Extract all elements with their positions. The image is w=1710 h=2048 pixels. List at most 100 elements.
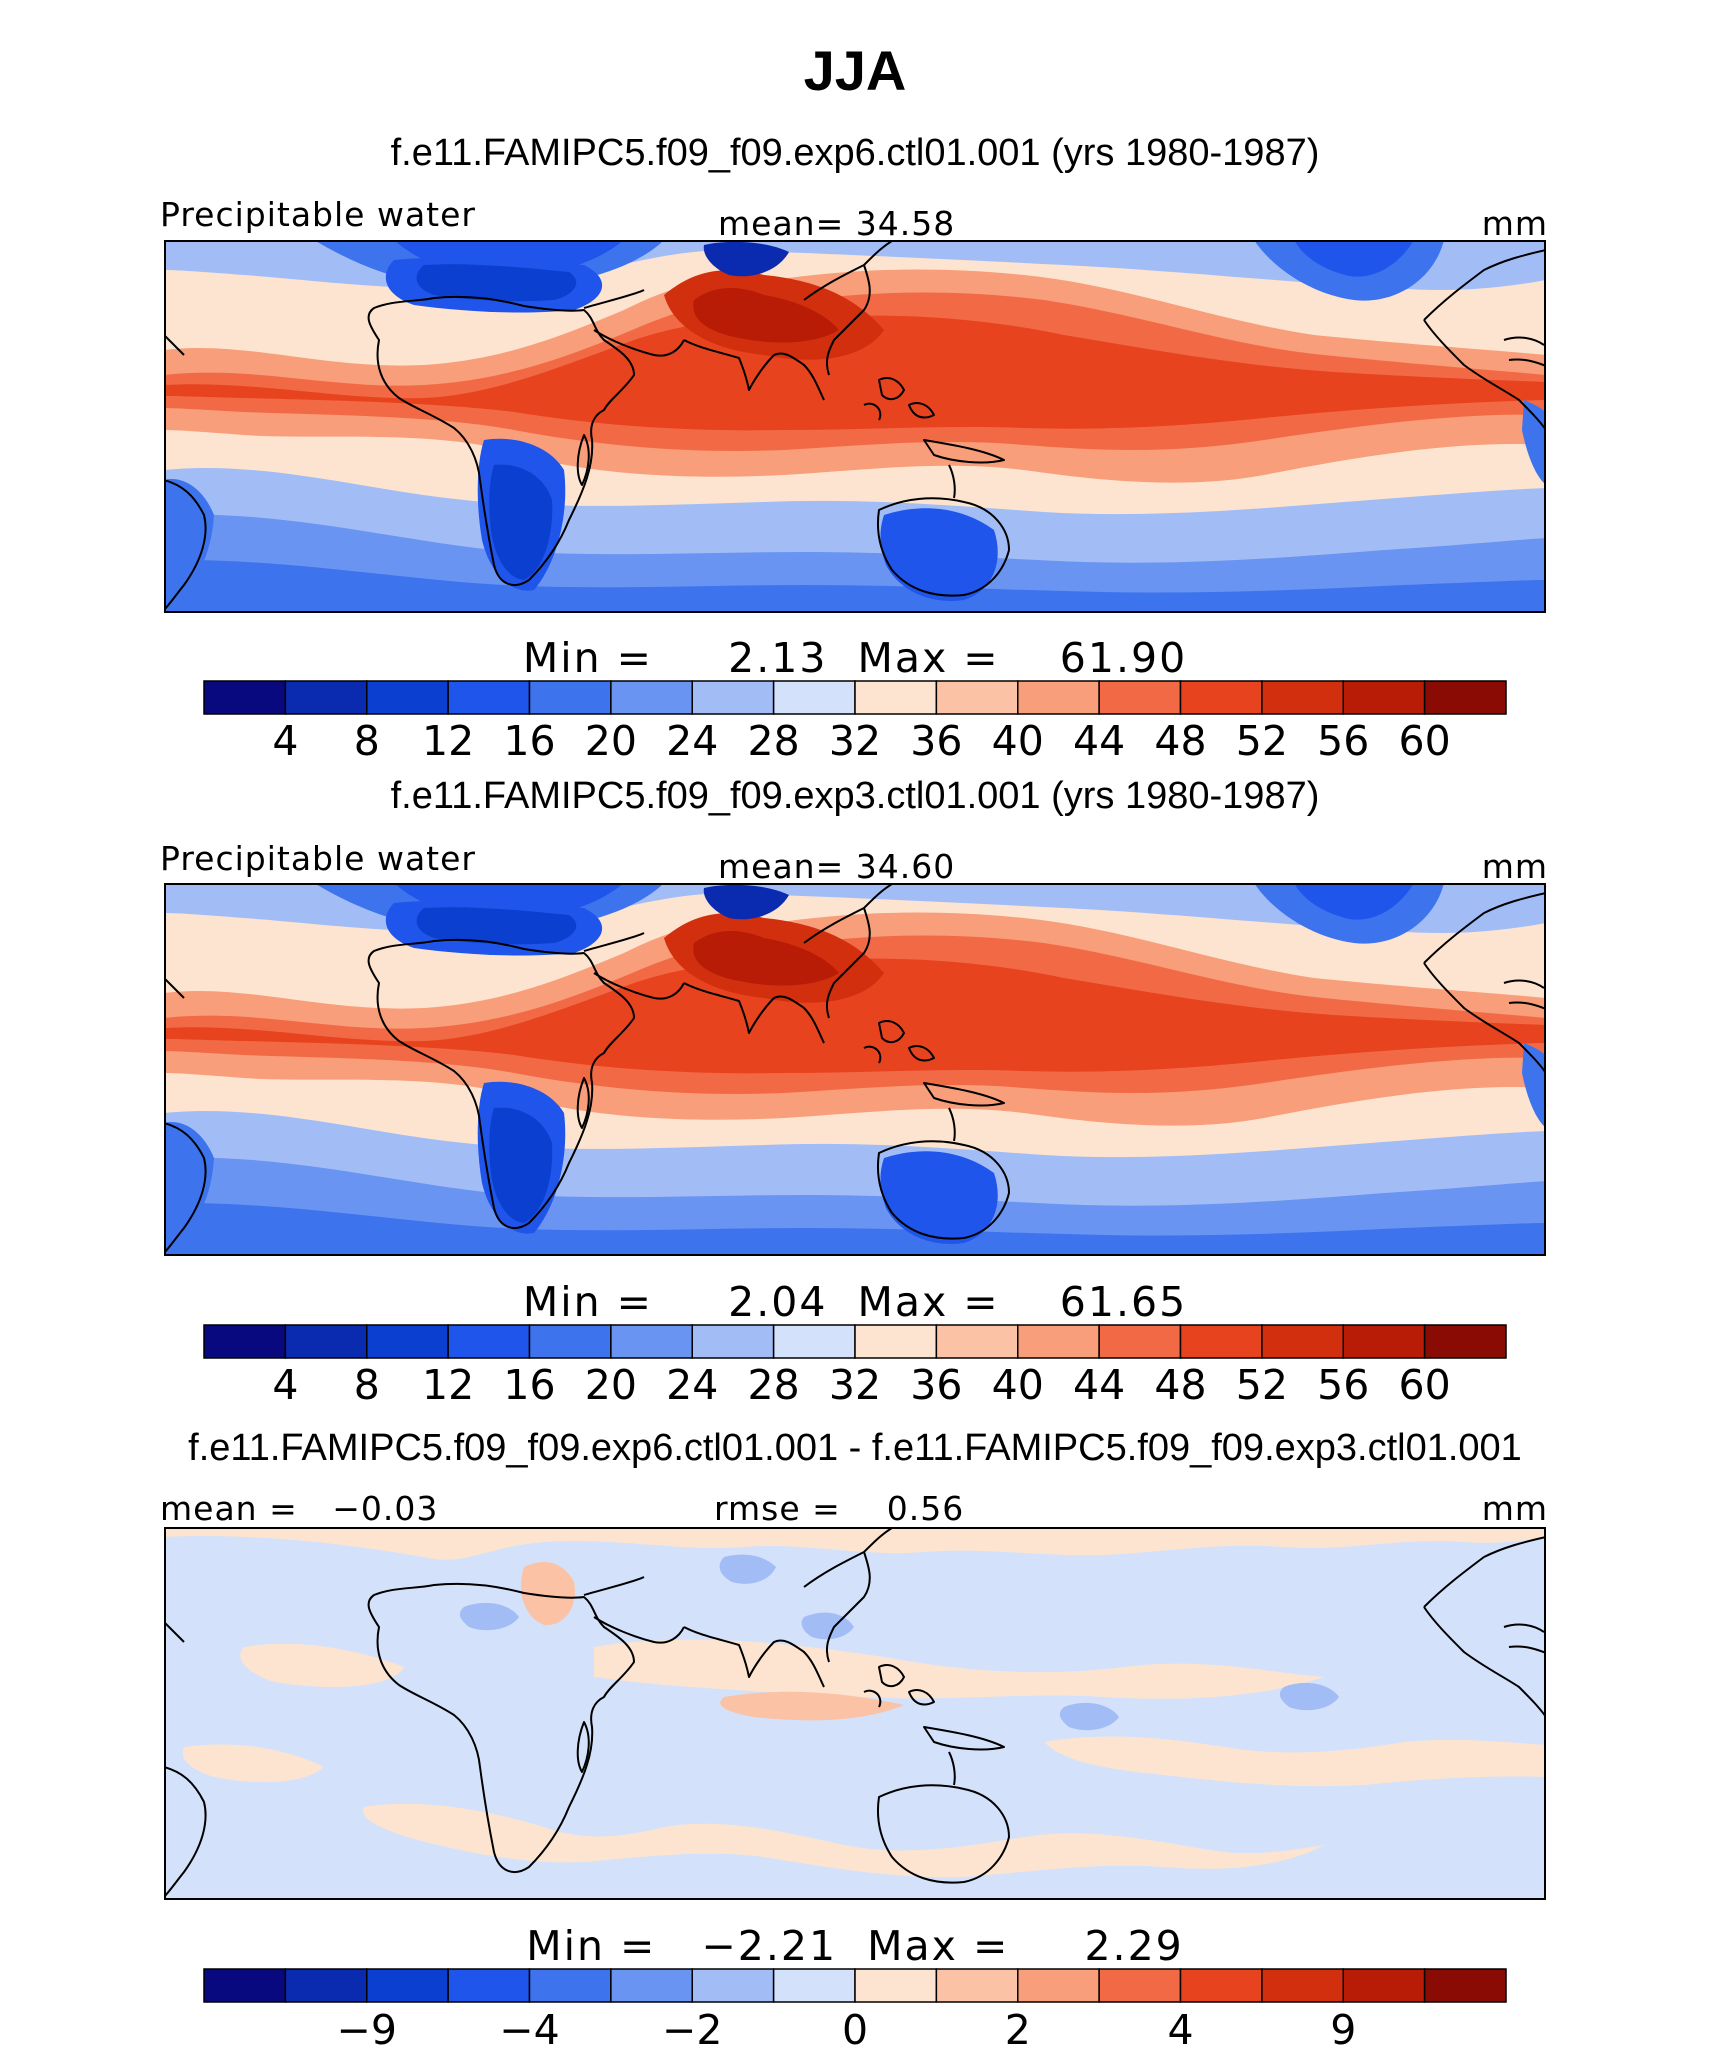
panel-exp3: f.e11.FAMIPC5.f09_f09.exp3.ctl01.001 (yr…	[160, 775, 1548, 1409]
colorbar-swatch	[528, 1324, 612, 1359]
colorbar-tick-label: 28	[748, 1361, 800, 1409]
colorbar-swatch	[1017, 1324, 1100, 1359]
colorbar-tick-label: −9	[337, 2006, 397, 2048]
mean-label: mean = −0.03	[160, 1489, 438, 1528]
colorbar-tick-label: 40	[992, 1361, 1044, 1409]
colorbar-swatch	[935, 1324, 1019, 1359]
colorbar-tick-label: 56	[1317, 717, 1369, 765]
panel-subtitle: f.e11.FAMIPC5.f09_f09.exp3.ctl01.001 (yr…	[391, 775, 1320, 817]
min-max-stats: Min = 2.04 Max = 61.65	[523, 1278, 1187, 1326]
colorbar-swatch	[1098, 1968, 1182, 2003]
colorbar-tick-label: 16	[503, 1361, 555, 1409]
colorbar-swatch	[772, 680, 856, 715]
colorbar-tick-label: 8	[354, 1361, 380, 1409]
colorbar-tick-label: −4	[499, 2006, 559, 2048]
rmse-label: rmse = 0.56	[714, 1489, 964, 1528]
colorbar-swatch	[447, 1968, 531, 2003]
colorbar-tick-label: 28	[748, 717, 800, 765]
colorbar-swatch	[691, 1324, 775, 1359]
colorbar-swatch	[447, 680, 531, 715]
colorbar-swatch	[854, 1324, 938, 1359]
colorbar-swatch	[366, 680, 449, 715]
variable-label: Precipitable water	[160, 195, 476, 234]
colorbar-tick-label: 20	[585, 1361, 637, 1409]
colorbar-swatch	[691, 1968, 775, 2003]
colorbar-swatch	[610, 1324, 694, 1359]
colorbar-tick-label: 20	[585, 717, 637, 765]
colorbar-swatch	[203, 680, 287, 715]
colorbar-swatch	[1342, 680, 1426, 715]
panel-diff: f.e11.FAMIPC5.f09_f09.exp6.ctl01.001 - f…	[160, 1427, 1548, 2048]
colorbar-tick-label: 36	[910, 717, 962, 765]
colorbar-swatch	[284, 1968, 368, 2003]
map-plot	[164, 1527, 1546, 1900]
units-label: mm	[1482, 1489, 1548, 1528]
colorbar-swatch	[528, 680, 612, 715]
colorbar-tick-label: 12	[422, 1361, 474, 1409]
colorbar-swatch	[854, 680, 938, 715]
colorbar-tick-label: 44	[1073, 1361, 1125, 1409]
colorbar-swatch	[1423, 680, 1507, 715]
colorbar-swatch	[203, 1324, 287, 1359]
colorbar-swatch	[1098, 680, 1182, 715]
colorbar-tick-label: 52	[1236, 717, 1288, 765]
colorbar-swatch	[284, 680, 368, 715]
colorbar-swatch	[772, 1324, 856, 1359]
colorbar-tick-label: 52	[1236, 1361, 1288, 1409]
panel-subtitle: f.e11.FAMIPC5.f09_f09.exp6.ctl01.001 (yr…	[391, 132, 1320, 174]
colorbar-swatch	[1423, 1324, 1507, 1359]
colorbar-swatch	[1261, 1968, 1345, 2003]
colorbar-tick-label: 2	[1005, 2006, 1031, 2048]
colorbar-tick-label: 16	[503, 717, 555, 765]
colorbar-swatch	[284, 1324, 368, 1359]
figure-title: JJA	[804, 39, 907, 102]
colorbar-swatch	[854, 1968, 938, 2003]
colorbar-swatch	[1179, 680, 1263, 715]
map-plot	[164, 240, 1546, 613]
colorbar-swatch	[1261, 1324, 1345, 1359]
colorbar-tick-label: 40	[992, 717, 1044, 765]
colorbar-swatch	[366, 1324, 449, 1359]
variable-label: Precipitable water	[160, 839, 476, 878]
colorbar-swatch	[1261, 680, 1345, 715]
colorbar-swatch	[1017, 1968, 1100, 2003]
min-max-stats: Min = −2.21 Max = 2.29	[526, 1922, 1184, 1970]
mean-label: mean= 34.60	[718, 847, 955, 886]
colorbar: 4 8 12 16 20 24 28 32 36 40 44 48 52 56 60	[203, 680, 1507, 765]
map-plot	[164, 883, 1546, 1256]
colorbar-tick-label: 4	[272, 717, 298, 765]
colorbar-tick-label: 8	[354, 717, 380, 765]
colorbar-swatch	[1342, 1968, 1426, 2003]
colorbar-swatch	[772, 1968, 856, 2003]
colorbar-swatch	[1179, 1324, 1263, 1359]
colorbar-tick-label: 12	[422, 717, 474, 765]
colorbar-swatch	[528, 1968, 612, 2003]
colorbar-swatch	[1098, 1324, 1182, 1359]
colorbar-tick-label: 60	[1399, 1361, 1451, 1409]
colorbar-swatch	[610, 1968, 694, 2003]
colorbar-swatch	[691, 680, 775, 715]
colorbar-swatch	[1342, 1324, 1426, 1359]
panel-exp6: f.e11.FAMIPC5.f09_f09.exp6.ctl01.001 (yr…	[160, 132, 1548, 765]
colorbar-tick-label: 48	[1154, 1361, 1206, 1409]
colorbar-tick-label: 48	[1154, 717, 1206, 765]
colorbar-swatch	[366, 1968, 449, 2003]
colorbar-tick-label: 32	[829, 1361, 881, 1409]
units-label: mm	[1482, 204, 1548, 243]
colorbar-swatch	[935, 680, 1019, 715]
units-label: mm	[1482, 847, 1548, 886]
colorbar-tick-label: 44	[1073, 717, 1125, 765]
colorbar: 4 8 12 16 20 24 28 32 36 40 44 48 52 56 60	[203, 1324, 1507, 1409]
panel-subtitle: f.e11.FAMIPC5.f09_f09.exp6.ctl01.001 - f…	[188, 1427, 1522, 1469]
colorbar-swatch	[1179, 1968, 1263, 2003]
colorbar-swatch	[203, 1968, 287, 2003]
colorbar-tick-label: −2	[662, 2006, 722, 2048]
colorbar-tick-label: 0	[842, 2006, 868, 2048]
colorbar-tick-label: 4	[272, 1361, 298, 1409]
colorbar-tick-label: 56	[1317, 1361, 1369, 1409]
colorbar-tick-label: 36	[910, 1361, 962, 1409]
min-max-stats: Min = 2.13 Max = 61.90	[523, 634, 1187, 682]
colorbar-swatch	[1423, 1968, 1507, 2003]
colorbar-tick-label: 32	[829, 717, 881, 765]
